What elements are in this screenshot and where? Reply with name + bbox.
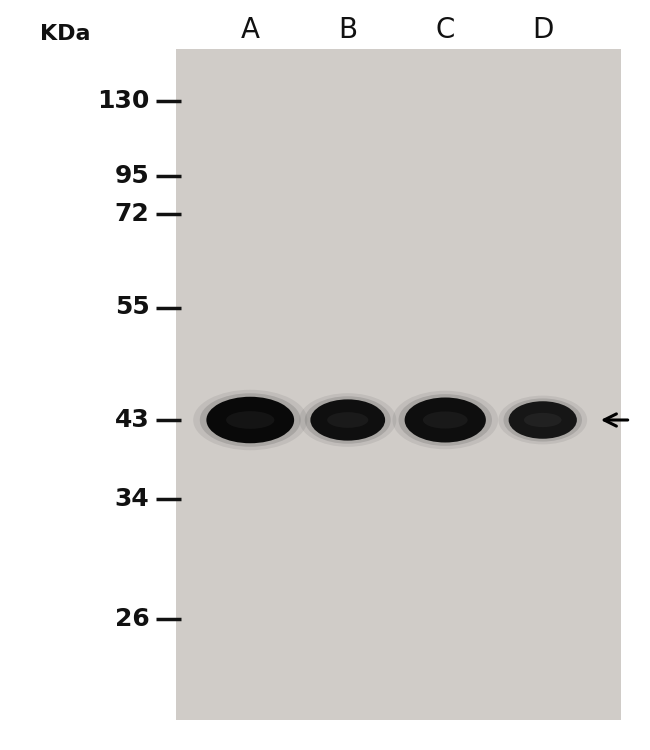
Text: 34: 34 (115, 487, 150, 511)
Text: 55: 55 (115, 296, 150, 320)
Ellipse shape (499, 396, 587, 444)
Text: 26: 26 (115, 607, 150, 631)
Text: 43: 43 (115, 408, 150, 432)
Ellipse shape (404, 398, 486, 442)
Bar (176, 49, 621, 720)
Ellipse shape (193, 390, 307, 450)
Ellipse shape (200, 393, 301, 447)
Ellipse shape (423, 412, 467, 428)
Ellipse shape (305, 396, 391, 444)
Ellipse shape (524, 413, 562, 428)
Ellipse shape (226, 411, 274, 429)
Text: 130: 130 (97, 89, 150, 113)
Ellipse shape (393, 391, 498, 449)
Ellipse shape (311, 399, 385, 441)
Ellipse shape (299, 393, 396, 447)
Ellipse shape (327, 413, 369, 428)
Ellipse shape (504, 398, 582, 442)
Text: B: B (338, 16, 358, 44)
Text: 95: 95 (115, 164, 150, 188)
Text: A: A (240, 16, 260, 44)
Ellipse shape (508, 401, 577, 439)
Text: D: D (532, 16, 553, 44)
Text: KDa: KDa (40, 24, 90, 44)
Text: 72: 72 (115, 202, 150, 226)
Text: C: C (436, 16, 455, 44)
Ellipse shape (207, 397, 294, 443)
Ellipse shape (398, 394, 492, 445)
